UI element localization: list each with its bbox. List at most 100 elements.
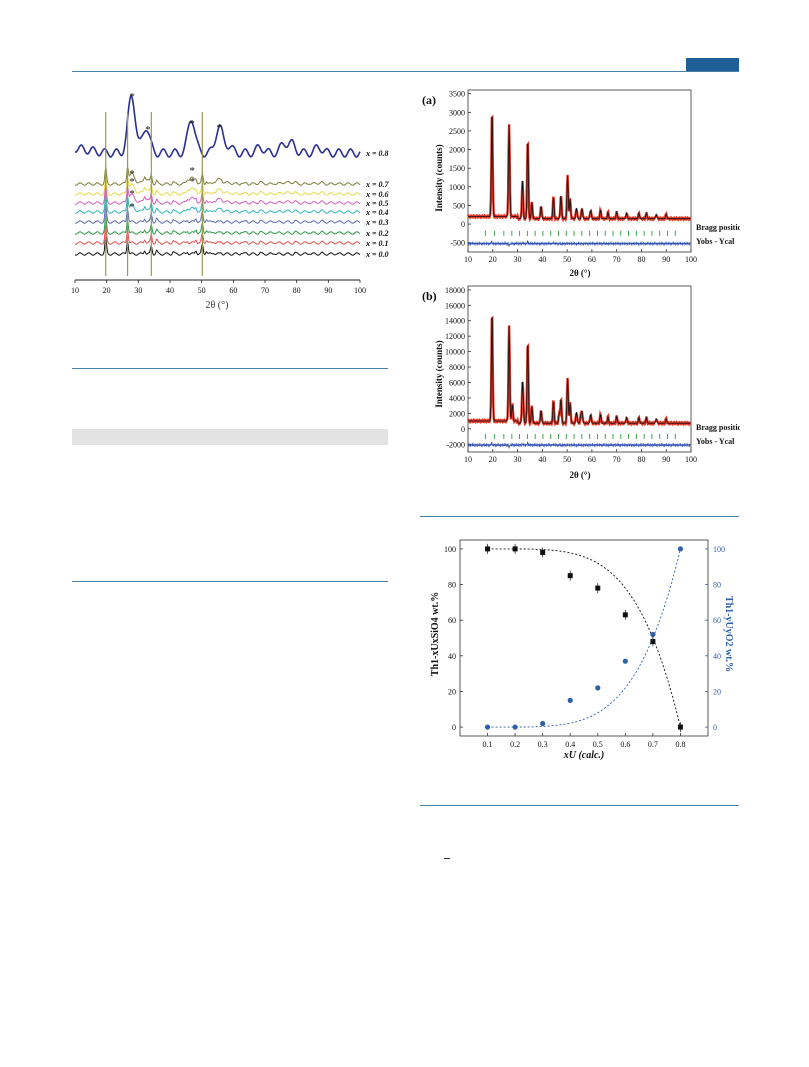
plot-frame xyxy=(459,539,709,737)
oxide-point xyxy=(484,724,491,730)
impurity-star: * xyxy=(129,201,135,213)
fig2-caption-rule xyxy=(420,516,739,517)
observed-pattern xyxy=(466,315,692,428)
difference-curve xyxy=(467,440,691,449)
diff-label: Yobs - Ycal xyxy=(696,237,735,246)
x-tick-label: 0.3 xyxy=(538,740,548,749)
x-tick-label: 0.7 xyxy=(648,740,658,749)
right-y-tick-label: 0 xyxy=(713,723,717,732)
xrd-pattern-line xyxy=(74,216,361,235)
x-tick-label: 80 xyxy=(637,455,645,464)
series-label: x = 0.1 xyxy=(365,239,389,248)
y-tick-label: -500 xyxy=(450,239,465,248)
x-tick-label: 50 xyxy=(563,455,571,464)
x-tick-label: 0.2 xyxy=(510,740,520,749)
oxide-point xyxy=(595,685,601,691)
series-label: x = 0.4 xyxy=(365,208,389,217)
x-tick-label: 20 xyxy=(489,255,497,264)
y-tick-label: 16000 xyxy=(445,301,465,310)
calculated-pattern xyxy=(468,116,691,220)
series-label: x = 0.2 xyxy=(365,229,389,238)
y-tick-label: -2000 xyxy=(446,440,465,449)
y-tick-label: 14000 xyxy=(445,317,465,326)
x-tick-label: 10 xyxy=(71,286,79,295)
series-label: x = 0.5 xyxy=(365,199,389,208)
x-tick-label: 50 xyxy=(198,286,206,295)
x-axis-label: 2θ (°) xyxy=(569,268,590,278)
y-ticks: 3500 3000 2500 2000 1500 1000 500 0 -500 xyxy=(449,90,471,248)
diff-label: Yobs - Ycal xyxy=(696,437,735,446)
x-tick-label: 30 xyxy=(134,286,142,295)
y-tick-label: 8000 xyxy=(449,363,465,372)
xrd-pattern-line xyxy=(74,195,361,214)
x-tick-label: 60 xyxy=(588,455,596,464)
bragg-label: Bragg position xyxy=(696,423,740,432)
right-y-axis-label: Th1-yUyO2 wt.% xyxy=(723,596,734,672)
right-y-ticks: 0 20 40 60 80 100 xyxy=(705,545,725,732)
x-tick-label: 90 xyxy=(662,455,670,464)
impurity-star: * xyxy=(145,124,151,136)
left-y-tick-label: 80 xyxy=(448,581,456,590)
impurity-star: * xyxy=(189,118,195,130)
left-y-tick-label: 60 xyxy=(448,616,456,625)
fig3-caption-rule xyxy=(420,805,739,806)
x-axis-label: xU (calc.) xyxy=(563,750,605,761)
xrd-pattern-line xyxy=(74,177,361,196)
xrd-pattern-line xyxy=(74,226,361,245)
x-ticks: 10 20 30 40 50 60 70 80 90 100 xyxy=(71,280,366,295)
calculated-pattern xyxy=(468,317,691,424)
oxide-point xyxy=(567,697,573,703)
impurity-star: * xyxy=(129,168,135,180)
oxide-point xyxy=(622,658,628,664)
xrd-pattern-line xyxy=(74,237,361,256)
x-ticks: 10 20 30 40 50 60 70 80 90 100 xyxy=(464,249,697,264)
header-rule xyxy=(72,71,739,72)
x-tick-label: 60 xyxy=(588,255,596,264)
y-tick-label: 0 xyxy=(461,425,465,434)
x-tick-label: 30 xyxy=(514,255,522,264)
series-label: x = 0.3 xyxy=(365,218,389,227)
x-tick-label: 70 xyxy=(613,455,621,464)
y-tick-label: 2000 xyxy=(449,409,465,418)
y-tick-label: 3500 xyxy=(449,90,465,99)
series-label: x = 0.0 xyxy=(365,250,389,259)
x-tick-label: 80 xyxy=(293,286,301,295)
text-fragment-dash xyxy=(444,858,450,859)
x-tick-label: 40 xyxy=(166,286,174,295)
x-tick-label: 80 xyxy=(637,255,645,264)
xrd-pattern-line xyxy=(74,205,361,224)
x-axis-label: 2θ (°) xyxy=(569,470,590,480)
y-axis-label: Intensity (counts) xyxy=(434,340,444,407)
x-tick-label: 100 xyxy=(354,286,366,295)
impurity-star: * xyxy=(129,91,135,103)
left-y-ticks: 0 20 40 60 80 100 xyxy=(444,545,463,732)
x-tick-label: 90 xyxy=(662,255,670,264)
y-tick-label: 1500 xyxy=(449,164,465,173)
xrd-stack-figure: 10 20 30 40 50 60 70 80 90 100 x = 0.8x = 0.7x = … xyxy=(71,91,390,311)
x-tick-label: 50 xyxy=(563,255,571,264)
oxide-point xyxy=(650,631,656,638)
y-tick-label: 2000 xyxy=(449,146,465,155)
left-y-label-text: Th1-xUxSiO4 wt.% xyxy=(430,592,441,676)
x-tick-label: 60 xyxy=(229,286,237,295)
y-tick-label: 1000 xyxy=(449,183,465,192)
x-tick-label: 10 xyxy=(464,455,472,464)
panel-label: (a) xyxy=(422,93,436,107)
series-label: x = 0.8 xyxy=(365,149,389,158)
x-tick-label: 0.1 xyxy=(483,740,493,749)
fit-curve-oxide xyxy=(487,548,681,728)
x-tick-label: 20 xyxy=(103,286,111,295)
left-y-tick-label: 20 xyxy=(448,687,456,696)
x-tick-label: 0.5 xyxy=(593,740,603,749)
left-y-tick-label: 0 xyxy=(452,723,456,732)
difference-curve xyxy=(467,239,691,247)
y-tick-label: 10000 xyxy=(445,348,465,357)
series-label: x = 0.6 xyxy=(365,190,389,199)
right-y-tick-label: 40 xyxy=(713,652,721,661)
right-y-tick-label: 80 xyxy=(713,581,721,590)
impurity-markers: ** * ** ** *** xyxy=(129,91,222,213)
x-tick-label: 70 xyxy=(613,255,621,264)
y-ticks: 18000 16000 14000 12000 10000 8000 6000 4000 200… xyxy=(445,286,471,449)
y-tick-label: 500 xyxy=(453,201,465,210)
x-tick-label: 10 xyxy=(464,255,472,264)
